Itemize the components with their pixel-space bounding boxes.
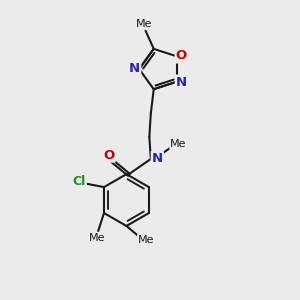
Text: Me: Me (89, 233, 106, 243)
Text: Me: Me (170, 139, 187, 149)
Text: O: O (103, 148, 115, 162)
Text: N: N (176, 76, 187, 88)
Text: Me: Me (138, 235, 154, 245)
Text: N: N (129, 62, 140, 75)
Text: N: N (152, 152, 163, 165)
Text: Cl: Cl (73, 175, 86, 188)
Text: Me: Me (136, 19, 152, 29)
Text: O: O (176, 50, 187, 62)
